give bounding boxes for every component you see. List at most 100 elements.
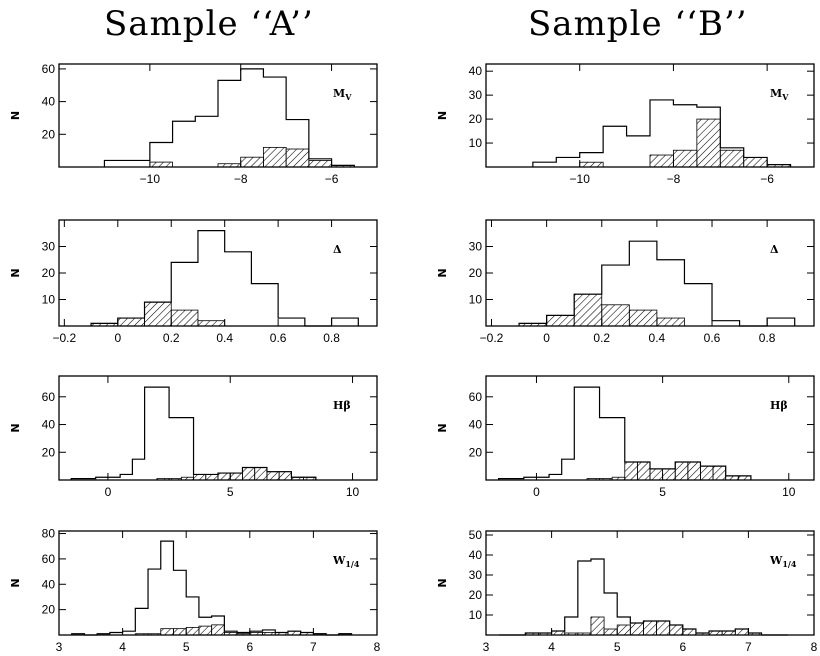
hatched-bar (144, 301, 172, 327)
hatched-bar (217, 472, 231, 481)
x-tick-label: 7 (745, 640, 752, 654)
panel-label-subscript: 1/4 (782, 559, 796, 569)
x-tick-label: 6 (246, 640, 253, 654)
x-tick-label: −6 (325, 172, 339, 186)
panel-label-main: W (332, 554, 346, 567)
y-tick-label: 10 (42, 293, 56, 307)
panel-label: W1/4 (769, 554, 797, 569)
hatched-bar (308, 160, 332, 168)
x-tick-label: 0 (105, 485, 112, 499)
hatched-bar (712, 465, 727, 481)
plot-frame (58, 219, 378, 327)
plot-frame (58, 63, 378, 168)
x-tick-label: 0.4 (649, 331, 666, 345)
y-tick-label: 30 (469, 88, 483, 102)
y-tick-label: 10 (469, 608, 483, 622)
hatched-bar (160, 628, 174, 636)
x-tick-label: 4 (548, 640, 555, 654)
hatched-bar (185, 626, 200, 636)
histogram-panel: 3 4 5 6 7 8 10 20 30 40 50 N W1/4 (436, 528, 818, 654)
y-tick-label: 10 (469, 293, 483, 307)
hatched-bar (656, 317, 685, 327)
hatched-bar (649, 154, 674, 168)
open-histogram-outline (71, 540, 353, 636)
sample-a-title: Sample ‘‘A’’ (104, 4, 314, 44)
hatched-bar (579, 161, 604, 168)
plot-frame (485, 530, 815, 636)
panel-label: Δ (770, 243, 779, 256)
hatched-bar (673, 149, 698, 168)
open-histogram-outline (499, 558, 788, 636)
y-tick-label: 40 (42, 95, 56, 109)
hatched-bar (205, 474, 219, 481)
x-tick-label: 0.8 (323, 331, 340, 345)
panel-label: Hβ (770, 399, 788, 412)
open-histogram-outline (90, 230, 359, 327)
y-tick-label: 80 (42, 527, 56, 541)
y-tick-label: 20 (469, 112, 483, 126)
y-tick-label: 60 (469, 390, 483, 404)
y-tick-label: 50 (469, 528, 483, 542)
y-tick-label: 20 (42, 127, 56, 141)
hatched-bar (669, 624, 684, 636)
hatched-bar (546, 314, 575, 327)
x-tick-label: −0.2 (480, 331, 504, 345)
hatched-bar (649, 468, 664, 481)
x-tick-label: 3 (56, 640, 63, 654)
plot-frame (485, 375, 815, 481)
x-tick-label: 0.2 (163, 331, 180, 345)
y-axis-label: N (436, 111, 449, 120)
hatched-bar (629, 622, 644, 636)
x-tick-label: 5 (659, 485, 666, 499)
panel-label-main: M (770, 87, 782, 100)
x-tick-label: −0.2 (52, 331, 76, 345)
panel-label-main: M (333, 87, 345, 100)
panel-label-main: Hβ (770, 399, 788, 412)
hatched-bar (173, 628, 187, 636)
hatched-bar (636, 461, 651, 481)
y-axis-label: N (9, 268, 22, 277)
y-tick-label: 10 (469, 136, 483, 150)
x-tick-label: 3 (483, 640, 490, 654)
x-tick-label: 0.4 (216, 331, 233, 345)
panel-label-subscript: V (344, 92, 352, 102)
y-tick-label: 40 (469, 548, 483, 562)
y-tick-label: 20 (469, 445, 483, 459)
hatched-bar (170, 309, 199, 327)
x-tick-label: −10 (140, 172, 161, 186)
panel-label-main: W (769, 554, 783, 567)
x-tick-label: 0 (543, 331, 550, 345)
panel-label-main: Δ (770, 243, 779, 256)
x-tick-label: 7 (310, 640, 317, 654)
x-tick-label: 0.6 (704, 331, 721, 345)
open-histogram-outline (498, 386, 752, 480)
hatched-bar (198, 625, 213, 636)
y-tick-label: 40 (469, 418, 483, 432)
x-tick-label: 6 (679, 640, 686, 654)
plot-frame (485, 63, 815, 168)
hatched-bar (682, 628, 697, 636)
y-axis-label: N (9, 423, 22, 432)
x-tick-label: 0.8 (759, 331, 776, 345)
hatched-bar (628, 309, 658, 327)
x-tick-label: 0.6 (270, 331, 287, 345)
y-axis-label: N (9, 111, 22, 120)
hatched-bar (573, 293, 603, 327)
hatched-bar (700, 465, 714, 481)
hatched-bar (117, 317, 145, 327)
hatched-bar (278, 471, 292, 481)
hatched-bar (229, 472, 243, 481)
hatched-bar (687, 461, 701, 481)
hatched-bar (197, 320, 226, 327)
hatched-bar (624, 461, 638, 481)
hatched-bar (696, 118, 721, 168)
hatched-bar (211, 624, 225, 636)
hatched-bar (285, 148, 310, 168)
histogram-panel: −10 −8 −6 10 20 30 40 N MV (436, 63, 815, 186)
x-tick-label: 0 (114, 331, 121, 345)
y-tick-label: 40 (42, 418, 56, 432)
open-histogram-outline (70, 386, 317, 480)
panel-label-main: Hβ (333, 399, 351, 412)
hatched-bar (662, 468, 676, 481)
